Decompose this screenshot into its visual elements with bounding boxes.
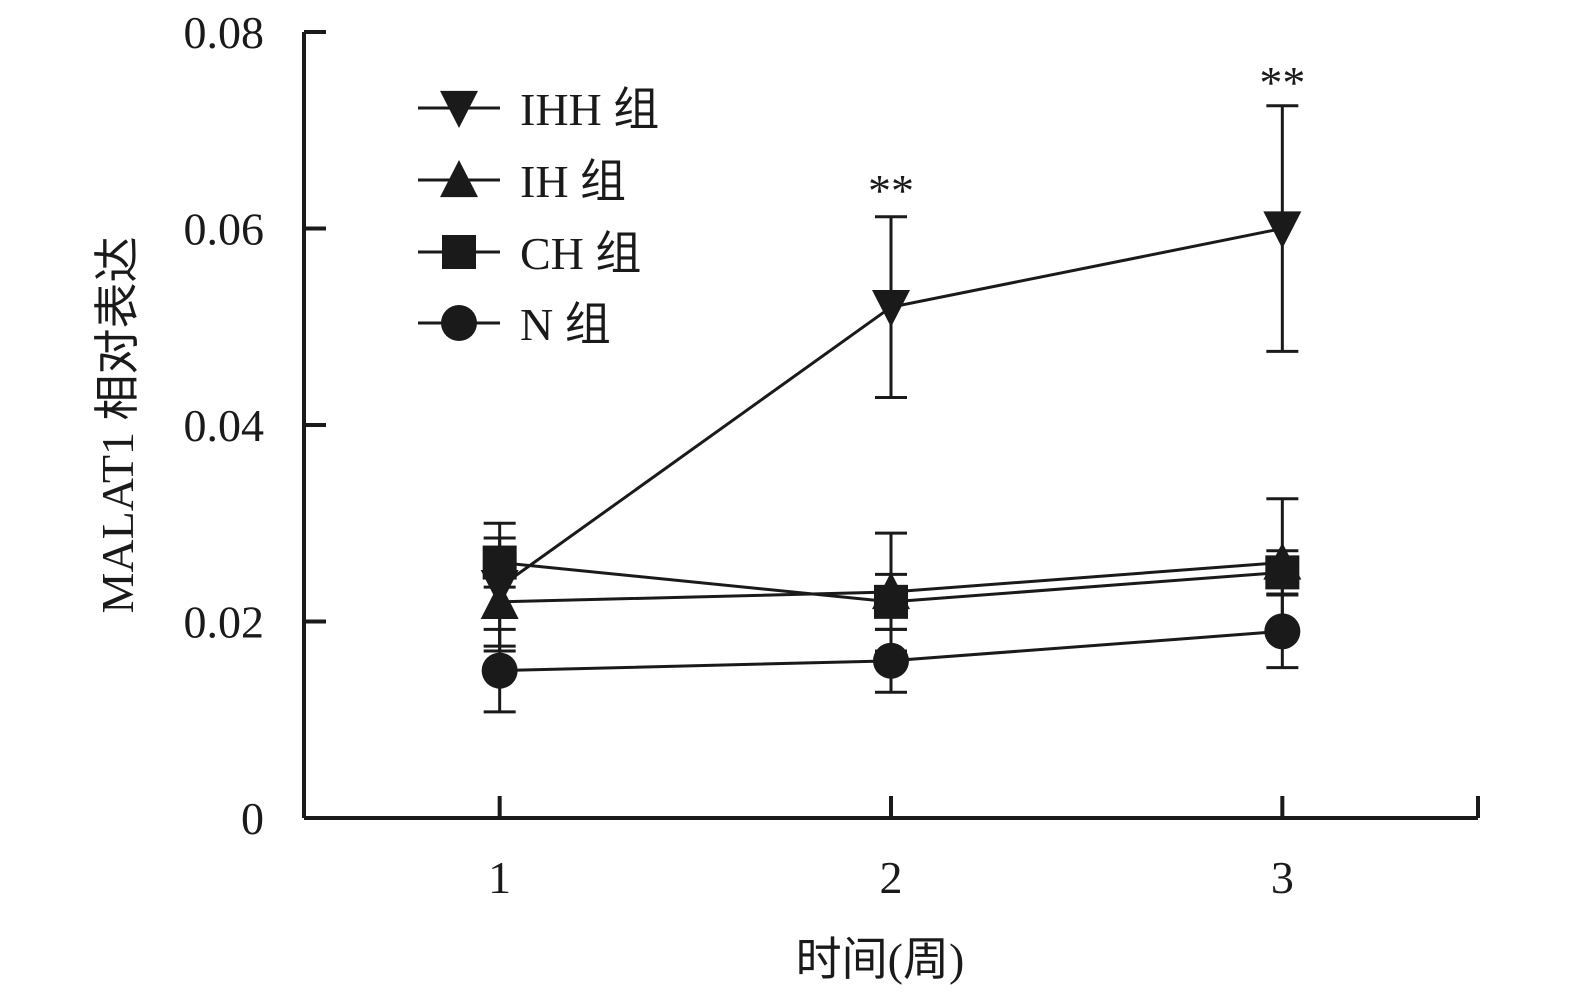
data-point <box>1264 613 1301 650</box>
legend-label: IH 组 <box>520 156 626 207</box>
x-tick-label: 3 <box>1271 852 1294 903</box>
data-point <box>1265 555 1300 590</box>
data-point <box>481 652 518 689</box>
data-point <box>482 545 517 580</box>
y-tick-label: 0.06 <box>184 204 265 255</box>
legend-marker <box>440 160 478 198</box>
legend-marker <box>440 90 478 128</box>
data-point <box>872 290 910 328</box>
series-markers <box>480 211 1302 689</box>
data-point <box>1263 211 1302 249</box>
y-tick-label: 0.08 <box>184 7 265 58</box>
significance-label: ** <box>1259 57 1305 108</box>
data-point <box>480 581 519 619</box>
chart-axes: 0 0.02 0.04 0.06 0.08 1 2 3 <box>184 7 1480 903</box>
legend-label: IHH 组 <box>520 84 659 135</box>
legend-label: N 组 <box>520 299 611 350</box>
significance-annotations: ** ** <box>868 57 1305 216</box>
y-tick-label: 0 <box>241 793 264 844</box>
significance-label: ** <box>868 165 914 216</box>
legend-marker <box>441 305 477 341</box>
y-tick-label: 0.04 <box>184 400 265 451</box>
legend: IHH 组 IH 组 CH 组 N 组 <box>418 84 659 350</box>
data-point <box>874 584 908 619</box>
y-axis-title: MALAT1 相对表达 <box>92 237 143 614</box>
legend-label: CH 组 <box>520 228 641 279</box>
y-tick-label: 0.02 <box>184 597 265 648</box>
data-point <box>873 642 909 679</box>
x-tick-label: 2 <box>880 852 903 903</box>
x-axis-title: 时间(周) <box>796 934 965 985</box>
x-tick-label: 1 <box>488 852 511 903</box>
legend-marker <box>442 235 476 269</box>
